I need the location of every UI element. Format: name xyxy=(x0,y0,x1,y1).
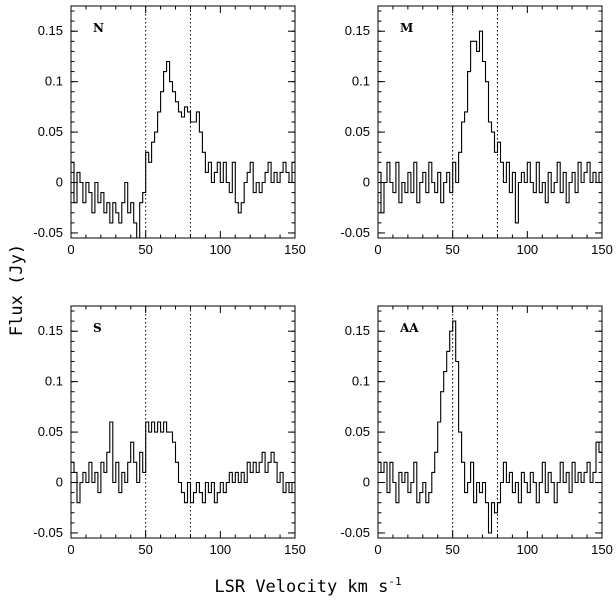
panel-n-ytick-label-1: 0 xyxy=(56,175,63,190)
panel-m: 0 50 100 150 -0.05 0 0.05 0.1 0.15 M xyxy=(340,6,612,257)
panel-n-spectrum-line xyxy=(71,62,295,239)
panel-m-xtick-label-50: 50 xyxy=(445,242,459,257)
panel-n-ytick-label-0: -0.05 xyxy=(33,225,63,240)
panel-s-frame xyxy=(71,306,295,538)
y-axis-title: Flux (Jy) xyxy=(7,244,27,336)
panel-s-label: S xyxy=(93,321,102,335)
panel-s-xtick-label-50: 50 xyxy=(138,542,152,557)
panel-aa-ytick-label-1: 0 xyxy=(363,475,370,490)
panel-m-ytick-label-1: 0 xyxy=(363,175,370,190)
panel-m-ytick-label-0: -0.05 xyxy=(340,225,370,240)
x-axis-title-superscript: -1 xyxy=(388,575,401,588)
panel-m-spectrum-line xyxy=(378,31,602,223)
panel-aa-ytick-label-0: -0.05 xyxy=(340,525,370,540)
panel-n-xtick-label-0: 0 xyxy=(67,242,74,257)
panel-aa-spectrum-line xyxy=(378,321,602,533)
x-axis-title-main: LSR Velocity km s xyxy=(214,577,388,597)
panel-s-spectrum-line xyxy=(71,422,295,503)
panel-s-xtick-label-150: 150 xyxy=(284,542,306,557)
panel-n-xtick-label-150: 150 xyxy=(284,242,306,257)
panel-aa-xtick-label-0: 0 xyxy=(374,542,381,557)
panel-aa-xtick-label-150: 150 xyxy=(591,542,613,557)
panel-n-ytick-label-3: 0.1 xyxy=(45,74,63,89)
panel-s: 0 50 100 150 -0.05 0 0.05 0.1 0.15 S xyxy=(33,306,305,557)
panel-aa-xtick-label-50: 50 xyxy=(445,542,459,557)
panel-n-frame xyxy=(71,6,295,238)
panel-m-ytick-label-2: 0.05 xyxy=(345,124,370,139)
panel-n-ytick-label-2: 0.05 xyxy=(38,124,63,139)
panel-aa-ytick-label-2: 0.05 xyxy=(345,424,370,439)
panel-s-ytick-label-1: 0 xyxy=(56,475,63,490)
panel-n-xtick-label-50: 50 xyxy=(138,242,152,257)
panel-n-label: N xyxy=(93,21,104,35)
panel-s-ytick-label-2: 0.05 xyxy=(38,424,63,439)
panel-aa-xtick-label-100: 100 xyxy=(516,542,538,557)
panel-m-xtick-label-150: 150 xyxy=(591,242,613,257)
panel-n-xtick-label-100: 100 xyxy=(209,242,231,257)
panel-m-xtick-label-100: 100 xyxy=(516,242,538,257)
panel-m-xtick-label-0: 0 xyxy=(374,242,381,257)
panel-s-xtick-label-100: 100 xyxy=(209,542,231,557)
panel-m-ytick-label-4: 0.15 xyxy=(345,23,370,38)
panel-m-label: M xyxy=(400,21,413,35)
x-axis-title: LSR Velocity km s-1 xyxy=(214,575,401,597)
panel-aa-frame xyxy=(378,306,602,538)
panel-aa-ytick-label-4: 0.15 xyxy=(345,323,370,338)
panel-s-ytick-label-0: -0.05 xyxy=(33,525,63,540)
panel-aa-ytick-label-3: 0.1 xyxy=(352,374,370,389)
panel-s-ytick-label-3: 0.1 xyxy=(45,374,63,389)
panel-s-xtick-label-0: 0 xyxy=(67,542,74,557)
panel-aa-label: AA xyxy=(399,321,419,335)
panel-aa: 0 50 100 150 -0.05 0 0.05 0.1 0.15 AA xyxy=(340,306,612,557)
panel-s-ytick-label-4: 0.15 xyxy=(38,323,63,338)
panel-n-ytick-label-4: 0.15 xyxy=(38,23,63,38)
panel-m-ytick-label-3: 0.1 xyxy=(352,74,370,89)
panel-n: 0 50 100 150 -0.05 0 0.05 0.1 0.15 N xyxy=(33,6,305,257)
